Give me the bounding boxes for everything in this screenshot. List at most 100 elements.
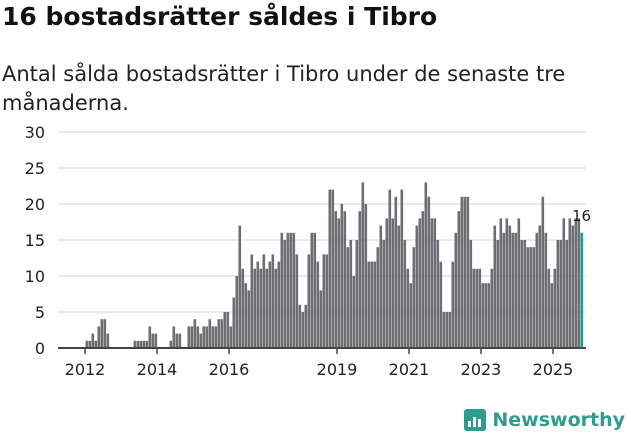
bar — [514, 232, 518, 348]
y-tick-label: 0 — [35, 339, 45, 358]
bar — [439, 261, 443, 348]
last-value-label: 16 — [572, 207, 591, 225]
bar — [343, 211, 347, 348]
bar — [406, 268, 410, 348]
bar — [412, 247, 416, 348]
bar — [427, 196, 431, 348]
bar — [244, 283, 248, 348]
bar — [433, 218, 437, 348]
bar — [106, 333, 110, 348]
bar — [469, 240, 473, 348]
bar — [298, 304, 302, 348]
bar — [253, 268, 257, 348]
bar — [448, 312, 452, 348]
bar — [430, 218, 434, 348]
bar — [367, 261, 371, 348]
bar — [499, 218, 503, 348]
bar — [565, 240, 569, 348]
bar — [562, 218, 566, 348]
bar — [265, 268, 269, 348]
bar — [490, 268, 494, 348]
bar — [322, 254, 326, 348]
bar — [268, 261, 272, 348]
bar — [340, 204, 344, 348]
bar — [424, 182, 428, 348]
bar — [313, 232, 317, 348]
bar — [334, 211, 338, 348]
bar — [103, 319, 107, 348]
bar — [277, 261, 281, 348]
bar — [286, 232, 290, 348]
bar — [139, 340, 143, 348]
bar — [238, 225, 242, 348]
logo-text: Newsworthy — [492, 409, 625, 431]
bar — [505, 218, 509, 348]
bar — [151, 333, 155, 348]
bar — [169, 340, 173, 348]
bar — [85, 340, 89, 348]
bar — [373, 261, 377, 348]
bar — [172, 326, 176, 348]
bar — [328, 189, 332, 348]
bar — [493, 225, 497, 348]
bar — [445, 312, 449, 348]
bar — [478, 268, 482, 348]
bar — [337, 218, 341, 348]
bar — [217, 319, 221, 348]
bar — [247, 290, 251, 348]
bar — [574, 218, 578, 348]
bar — [325, 254, 329, 348]
bar — [358, 211, 362, 348]
bar — [259, 268, 263, 348]
x-tick-label: 2021 — [389, 360, 430, 379]
bar — [193, 319, 197, 348]
bar — [208, 319, 212, 348]
bar — [310, 232, 314, 348]
bar — [508, 225, 512, 348]
bar — [403, 240, 407, 348]
y-tick-label: 30 — [25, 123, 45, 142]
bar — [178, 333, 182, 348]
bar — [472, 268, 476, 348]
bar — [352, 276, 356, 348]
bar — [451, 261, 455, 348]
bar — [487, 283, 491, 348]
highlighted-bar — [580, 232, 584, 348]
bar — [100, 319, 104, 348]
bar — [229, 326, 233, 348]
bar — [532, 247, 536, 348]
bar — [148, 326, 152, 348]
bar — [547, 268, 551, 348]
bar — [484, 283, 488, 348]
bar — [145, 340, 149, 348]
bar — [400, 189, 404, 348]
bar — [316, 261, 320, 348]
x-tick-label: 2012 — [65, 360, 106, 379]
bar — [205, 326, 209, 348]
bar — [544, 232, 548, 348]
bar — [517, 218, 521, 348]
bar — [496, 240, 500, 348]
bar — [91, 333, 95, 348]
bar — [418, 218, 422, 348]
bar — [361, 182, 365, 348]
bar — [559, 240, 563, 348]
bar — [214, 326, 218, 348]
bar — [211, 326, 215, 348]
bar — [289, 232, 293, 348]
bar — [202, 326, 206, 348]
bar — [463, 196, 467, 348]
y-tick-label: 20 — [25, 195, 45, 214]
bar — [385, 218, 389, 348]
bar — [397, 225, 401, 348]
y-tick-label: 10 — [25, 267, 45, 286]
bar — [526, 247, 530, 348]
bar — [460, 196, 464, 348]
bar — [196, 326, 200, 348]
bar — [319, 290, 323, 348]
x-tick-label: 2019 — [317, 360, 358, 379]
y-tick-label: 25 — [25, 159, 45, 178]
bar — [97, 326, 101, 348]
bar — [271, 254, 275, 348]
bar — [292, 232, 296, 348]
